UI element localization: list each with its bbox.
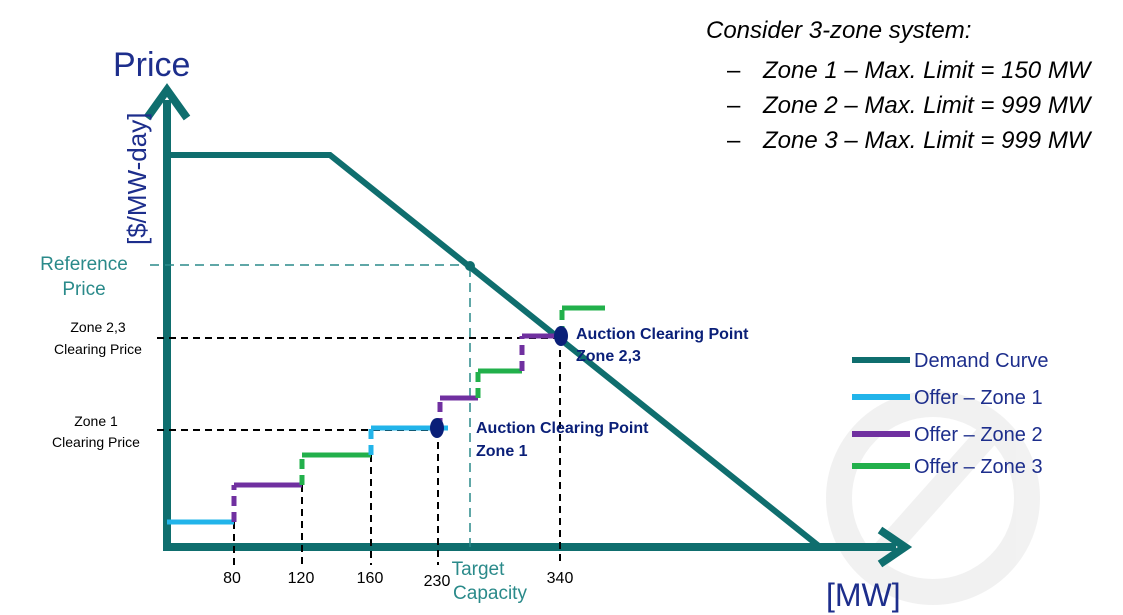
x-tick-120: 120 — [288, 570, 315, 587]
auction-zone1-label-line1: Auction Clearing Point — [476, 420, 649, 437]
clearing-price-guides — [157, 337, 562, 565]
x-axis-unit: [MW] — [826, 577, 901, 613]
x-tick-160: 160 — [357, 570, 384, 587]
zone3-limit-text: Zone 3 – Max. Limit = 999 MW — [762, 127, 1093, 154]
y-axis-title: Price — [113, 46, 190, 84]
legend: Demand Curve Offer – Zone 1 Offer – Zone… — [852, 350, 1049, 478]
y-axis-arrowhead — [143, 83, 191, 121]
x-tick-340: 340 — [547, 570, 574, 587]
y-axis-unit: [$/MW-day] — [122, 113, 152, 245]
zone23-price-label-line2: Clearing Price — [54, 341, 142, 357]
legend-label-zone2: Offer – Zone 2 — [914, 424, 1043, 446]
axes — [143, 83, 913, 568]
target-capacity-label-line1: Target — [452, 559, 506, 580]
zone1-price-label-line1: Zone 1 — [74, 413, 118, 429]
reference-price-label-line1: Reference — [40, 254, 128, 275]
zone1-price-label-line2: Clearing Price — [52, 434, 140, 450]
legend-label-zone1: Offer – Zone 1 — [914, 387, 1043, 409]
reference-guides — [150, 261, 475, 548]
auction-zone1-label-line2: Zone 1 — [476, 443, 528, 460]
limit-bullet-1: – — [727, 57, 741, 84]
legend-label-demand: Demand Curve — [914, 350, 1049, 372]
zone2-limit-text: Zone 2 – Max. Limit = 999 MW — [762, 92, 1093, 119]
x-axis-arrowhead — [877, 526, 913, 568]
zone23-price-label-line1: Zone 2,3 — [70, 319, 125, 335]
auction-zone23-label-line1: Auction Clearing Point — [576, 326, 749, 343]
reference-price-label-line2: Price — [62, 279, 105, 300]
x-tick-80: 80 — [223, 570, 241, 587]
demand-curve — [170, 152, 822, 550]
x-tick-230: 230 — [424, 573, 451, 590]
zone-system-heading: Consider 3-zone system: — [706, 17, 971, 44]
legend-label-zone3: Offer – Zone 3 — [914, 456, 1043, 478]
zone-limits-block: Consider 3-zone system: – Zone 1 – Max. … — [706, 17, 1093, 154]
target-capacity-label-line2: Capacity — [453, 583, 527, 604]
reference-point-marker — [465, 261, 475, 271]
offer-staircase — [167, 305, 605, 525]
auction-zone23-label-line2: Zone 2,3 — [576, 348, 641, 365]
limit-bullet-3: – — [727, 127, 741, 154]
clearing-point-zone23 — [554, 326, 568, 346]
zone1-limit-text: Zone 1 – Max. Limit = 150 MW — [762, 57, 1093, 84]
limit-bullet-2: – — [727, 92, 741, 119]
clearing-point-zone1 — [430, 418, 444, 438]
